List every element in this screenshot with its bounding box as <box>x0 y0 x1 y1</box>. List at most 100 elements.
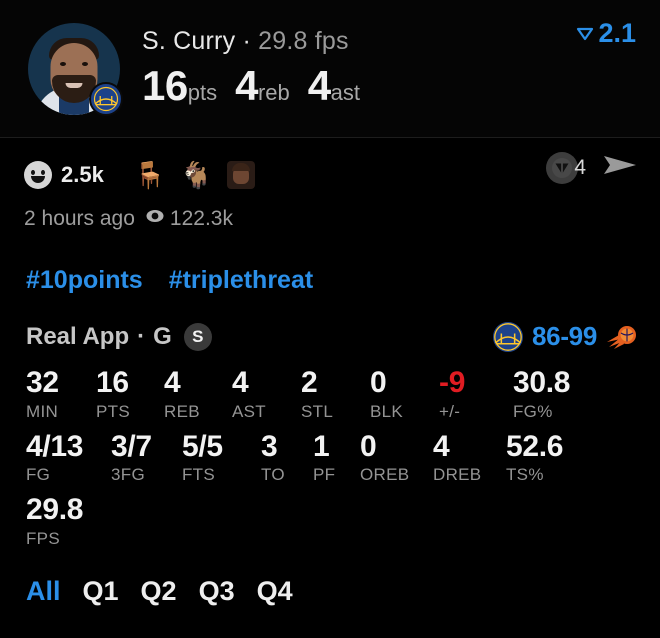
stat-value: 5/5 <box>182 429 223 463</box>
goat-emoji[interactable]: 🐐 <box>180 160 213 190</box>
stat-value: 2 <box>301 366 318 399</box>
stat-value: 1 <box>313 429 330 463</box>
headline-stat-label-pts: pts <box>187 80 218 105</box>
headline-stat-label-ast: ast <box>330 80 360 105</box>
stat-label: STL <box>301 401 334 421</box>
warriors-logo-icon <box>89 81 123 116</box>
reaction-actions: 4 <box>546 150 638 185</box>
stat-cell-stl: 2 STL <box>301 367 370 422</box>
header-text-block: S. Curry · 29.8 fps 16pts 4reb 4ast <box>142 27 660 110</box>
player-name: S. Curry <box>142 27 236 55</box>
source-badge[interactable]: S <box>183 323 212 351</box>
stat-row: 29.8 FPS <box>26 494 660 549</box>
stat-label: AST <box>232 401 266 421</box>
player-name-line: S. Curry · 29.8 fps <box>142 27 660 56</box>
trend-indicator[interactable]: 2.1 <box>574 18 636 49</box>
person-photo-emoji[interactable] <box>226 161 255 189</box>
stat-cell-tspct: 52.6 TS% <box>506 429 586 486</box>
stat-cell-blk: 0 BLK <box>370 367 439 422</box>
stat-row: 4/13 FG 3/7 3FG 5/5 FTS 3 TO 1 PF 0 OREB <box>26 429 660 486</box>
stat-cell-oreb: 0 OREB <box>360 429 433 486</box>
views-group: 122.3k <box>145 206 233 232</box>
stat-cell-reb: 4 REB <box>164 367 232 422</box>
stat-label: FTS <box>182 465 216 484</box>
tab-q2[interactable]: Q2 <box>140 575 177 606</box>
stat-grid: 32 MIN 16 PTS 4 REB 4 AST 2 STL 0 BLK <box>0 351 660 549</box>
player-header: S. Curry · 29.8 fps 16pts 4reb 4ast 2.1 <box>0 0 660 138</box>
stat-label: 3FG <box>111 465 145 484</box>
tab-q3[interactable]: Q3 <box>198 575 235 606</box>
stat-value: -9 <box>439 366 466 399</box>
stat-cell-dreb: 4 DREB <box>433 430 506 486</box>
stat-cell-pf: 1 PF <box>313 429 360 486</box>
stat-label: PTS <box>96 401 130 421</box>
suns-logo-icon <box>606 322 638 352</box>
trend-down-icon <box>574 23 596 45</box>
stat-label: FPS <box>26 528 60 548</box>
stat-label: OREB <box>360 465 410 484</box>
game-score[interactable]: 86-99 <box>493 321 638 352</box>
stat-value: 52.6 <box>506 429 564 463</box>
stat-value: 4 <box>232 366 249 399</box>
stat-label: MIN <box>26 401 59 421</box>
score-value: 86-99 <box>532 321 597 351</box>
stat-cell-pts: 16 PTS <box>96 367 164 422</box>
emoji-reaction-list: 🪑 🐐 <box>134 161 255 189</box>
stat-value: 0 <box>360 429 377 463</box>
comment-badge-icon <box>546 151 579 184</box>
chair-emoji[interactable]: 🪑 <box>133 160 167 190</box>
stat-cell-3fg: 3/7 3FG <box>111 429 182 486</box>
stat-label: PF <box>313 465 336 484</box>
tab-all[interactable]: All <box>26 575 61 606</box>
stat-value: 4/13 <box>26 429 84 463</box>
headline-stats: 16pts 4reb 4ast <box>142 62 660 110</box>
stat-cell-fg: 4/13 FG <box>26 429 111 486</box>
app-name[interactable]: Real App <box>26 323 130 350</box>
stat-value: 30.8 <box>513 366 571 399</box>
tab-q1[interactable]: Q1 <box>82 575 119 606</box>
stat-cell-plusminus: -9 +/- <box>439 367 513 422</box>
stat-value: 16 <box>96 366 129 399</box>
headline-stat-value-ast: 4 <box>307 62 331 109</box>
hashtag-row: #10points #triplethreat <box>0 232 660 295</box>
stat-label: +/- <box>439 401 461 421</box>
trend-value: 2.1 <box>598 18 636 48</box>
stat-cell-fts: 5/5 FTS <box>182 429 261 486</box>
stat-cell-fgpct: 30.8 FG% <box>513 367 593 422</box>
headline-stat-value-reb: 4 <box>235 62 258 109</box>
league-label: G <box>153 323 172 350</box>
warriors-logo-icon <box>493 321 523 352</box>
smiley-face-icon <box>24 161 52 189</box>
comment-badge[interactable]: 4 <box>546 151 586 184</box>
headline-stat-label-reb: reb <box>257 80 290 105</box>
stat-value: 4 <box>164 366 181 399</box>
stat-label: FG% <box>513 401 553 421</box>
stat-cell-ast: 4 AST <box>232 367 301 422</box>
meta-row: 2 hours ago 122.3k <box>0 198 660 232</box>
stat-value: 29.8 <box>26 493 84 526</box>
name-separator: · <box>242 27 251 55</box>
stat-label: DREB <box>433 465 482 484</box>
eye-icon <box>145 206 165 232</box>
reaction-count-group[interactable]: 2.5k <box>24 161 104 189</box>
hashtag-10points[interactable]: #10points <box>26 266 143 294</box>
app-source-row: Real App · G S 86-99 <box>0 295 660 352</box>
stat-value: 3/7 <box>111 429 152 463</box>
reaction-row: 2.5k 🪑 🐐 4 <box>0 138 660 198</box>
stat-label: REB <box>164 401 200 421</box>
stat-label: TS% <box>506 465 544 484</box>
quarter-tab-bar: All Q1 Q2 Q3 Q4 <box>0 558 660 607</box>
views-count: 122.3k <box>169 207 233 230</box>
headline-stat-value-pts: 16 <box>142 62 188 109</box>
stat-row: 32 MIN 16 PTS 4 REB 4 AST 2 STL 0 BLK <box>26 367 660 422</box>
timestamp: 2 hours ago <box>24 207 135 230</box>
send-arrow-icon[interactable] <box>602 150 638 185</box>
comment-count: 4 <box>574 155 586 179</box>
avatar[interactable] <box>28 22 123 116</box>
app-separator: · <box>137 323 146 350</box>
hashtag-triplethreat[interactable]: #triplethreat <box>168 266 314 294</box>
header-fps-label: 29.8 fps <box>258 27 349 55</box>
stat-value: 3 <box>261 429 278 463</box>
tab-q4[interactable]: Q4 <box>256 575 293 606</box>
